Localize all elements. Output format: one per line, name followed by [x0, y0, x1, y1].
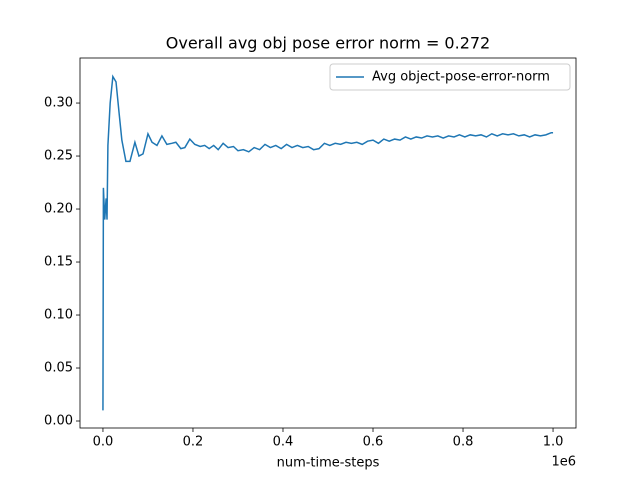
x-offset-label: 1e6	[551, 455, 576, 470]
x-tick-label: 0.0	[93, 435, 114, 450]
legend-box	[329, 63, 571, 91]
x-tick-label: 0.2	[183, 435, 204, 450]
y-tick-label: 0.15	[44, 255, 73, 270]
y-tick-label: 0.05	[44, 361, 73, 376]
x-tick-label: 0.6	[363, 435, 384, 450]
x-tick-label: 0.8	[453, 435, 474, 450]
y-tick-label: 0.25	[44, 149, 73, 164]
legend-label: Avg object-pose-error-norm	[372, 70, 550, 85]
x-tick-label: 0.4	[273, 435, 294, 450]
y-tick-label: 0.10	[44, 308, 73, 323]
y-tick-label: 0.30	[44, 96, 73, 111]
y-tick-label: 0.20	[44, 202, 73, 217]
plot-frame	[79, 57, 577, 429]
series-line	[102, 74, 554, 411]
x-axis-label: num-time-steps	[277, 456, 380, 471]
chart-title: Overall avg obj pose error norm = 0.272	[166, 34, 490, 53]
x-tick-label: 1.0	[543, 435, 564, 450]
y-tick-label: 0.00	[44, 414, 73, 429]
